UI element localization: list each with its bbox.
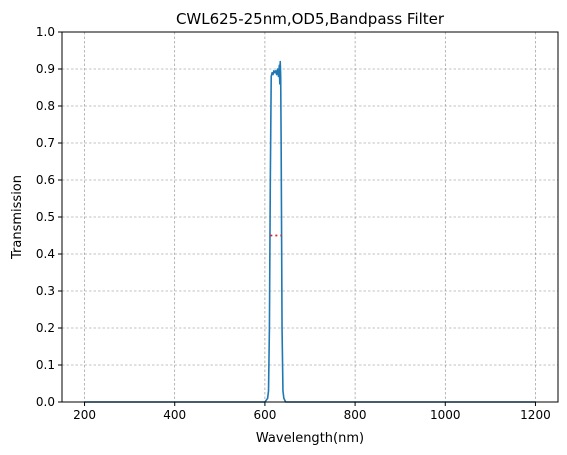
y-tick-label: 0.0 [36, 395, 55, 409]
x-tick-label: 600 [253, 408, 276, 422]
x-tick-label: 200 [73, 408, 96, 422]
y-tick-label: 1.0 [36, 25, 55, 39]
y-axis-label: Transmission [10, 175, 25, 260]
grid [62, 31, 558, 403]
y-tick-label: 0.8 [36, 99, 55, 113]
x-tick-label: 400 [163, 408, 186, 422]
x-tick-label: 800 [344, 408, 367, 422]
y-tick-label: 0.7 [36, 136, 55, 150]
x-axis-label: Wavelength(nm) [256, 431, 364, 446]
y-tick-label: 0.6 [36, 173, 55, 187]
y-axis: 0.0 0.1 0.2 0.3 0.4 0.5 0.6 0.7 0.8 0.9 1.0 [36, 25, 62, 409]
x-tick-label: 1000 [430, 408, 461, 422]
y-tick-label: 0.1 [36, 358, 55, 372]
transmission-line [84, 60, 536, 403]
series-layer [84, 60, 536, 403]
y-tick-label: 0.2 [36, 321, 55, 335]
chart-title: CWL625-25nm,OD5,Bandpass Filter [176, 10, 445, 28]
x-tick-label: 1200 [520, 408, 551, 422]
x-axis: 200 400 600 800 1000 1200 [73, 402, 551, 422]
y-tick-label: 0.9 [36, 62, 55, 76]
y-tick-label: 0.3 [36, 284, 55, 298]
y-tick-label: 0.4 [36, 247, 55, 261]
y-tick-label: 0.5 [36, 210, 55, 224]
